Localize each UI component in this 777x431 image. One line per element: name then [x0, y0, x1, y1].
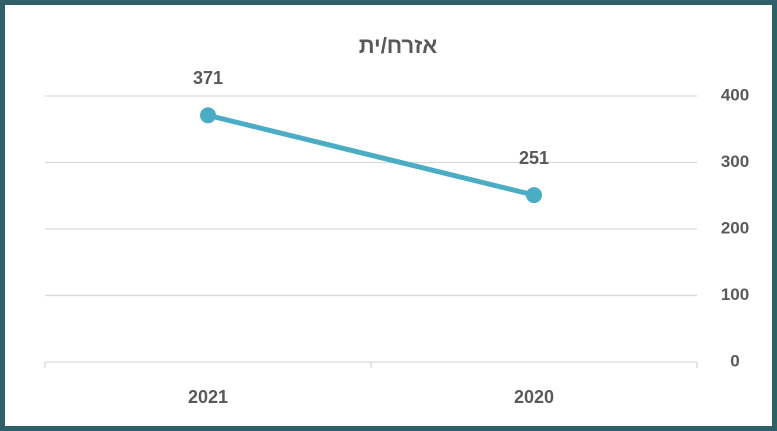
y-tick-label: 100: [721, 285, 749, 304]
point: [526, 187, 542, 204]
data-label: 251: [519, 148, 549, 168]
line: [205, 112, 537, 198]
x-tick-label: 2021: [188, 387, 228, 407]
point: [200, 107, 216, 124]
y-tick-label: 400: [721, 85, 749, 104]
data-label: 371: [193, 68, 223, 88]
y-tick-label: 300: [721, 152, 749, 171]
y-tick-label: 200: [721, 218, 749, 237]
chart-title: אזרח/ית: [359, 33, 438, 58]
x-tick-label: 2020: [514, 387, 554, 407]
y-tick-label: 0: [730, 351, 739, 370]
